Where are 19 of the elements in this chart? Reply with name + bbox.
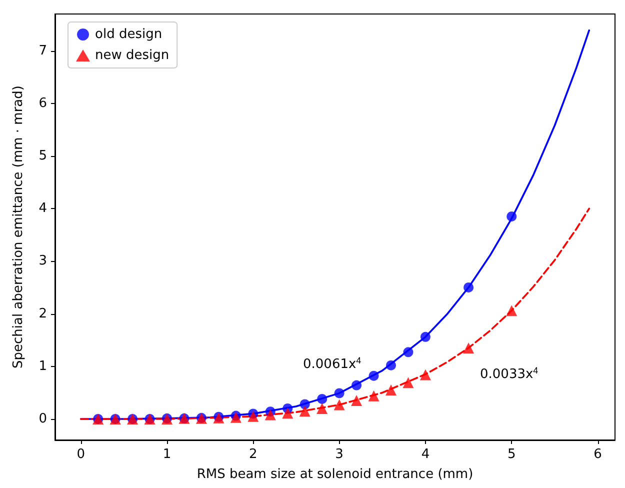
y-tick-label: 4 <box>38 201 47 216</box>
x-tick-label: 4 <box>421 447 430 462</box>
x-tick-label: 6 <box>594 447 602 462</box>
y-tick-label: 2 <box>38 306 47 322</box>
legend-label: new design <box>95 48 170 63</box>
x-tick-label: 2 <box>249 447 258 462</box>
y-tick-label: 0 <box>38 411 47 426</box>
y-tick-label: 1 <box>38 358 47 374</box>
x-axis-title: RMS beam size at solenoid entrance (mm) <box>196 467 474 482</box>
x-tick-label: 0 <box>76 447 85 462</box>
x-tick-label: 1 <box>162 447 172 462</box>
y-axis-title: Spechial aberration emittance (mm · mrad) <box>11 86 26 368</box>
y-tick-label: 6 <box>38 96 47 111</box>
y-tick-label: 5 <box>38 148 47 164</box>
legend-label: old design <box>95 27 162 42</box>
y-tick-label: 3 <box>38 254 47 269</box>
x-tick-label: 3 <box>335 447 344 462</box>
y-tick-label: 7 <box>38 43 47 58</box>
x-tick-label: 5 <box>507 447 516 462</box>
